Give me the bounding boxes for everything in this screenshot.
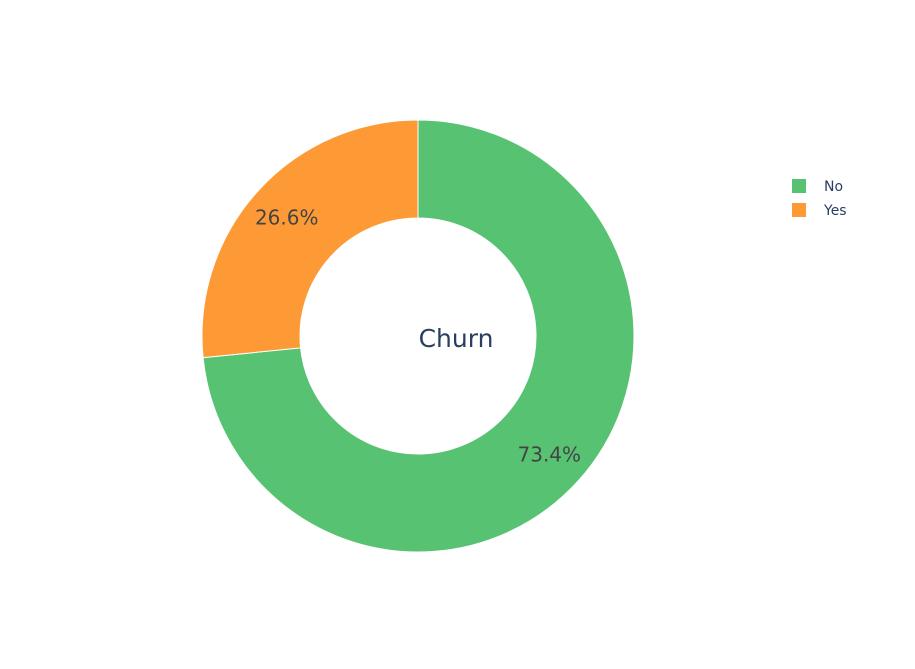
legend-swatch-yes[interactable] [792, 203, 806, 217]
slices-group [201, 119, 635, 553]
slice-label-no: 73.4% [518, 443, 582, 467]
slice-label-yes: 26.6% [255, 205, 319, 229]
slice-yes [201, 119, 419, 359]
legend-label-no[interactable]: No [824, 179, 843, 195]
center-label: Churn [419, 324, 494, 353]
legend-label-yes[interactable]: Yes [823, 203, 847, 219]
legend: No Yes [792, 179, 847, 219]
legend-swatch-no[interactable] [792, 179, 806, 193]
slice-no [202, 119, 635, 553]
slice-labels-group: 73.4% 26.6% [255, 205, 581, 466]
